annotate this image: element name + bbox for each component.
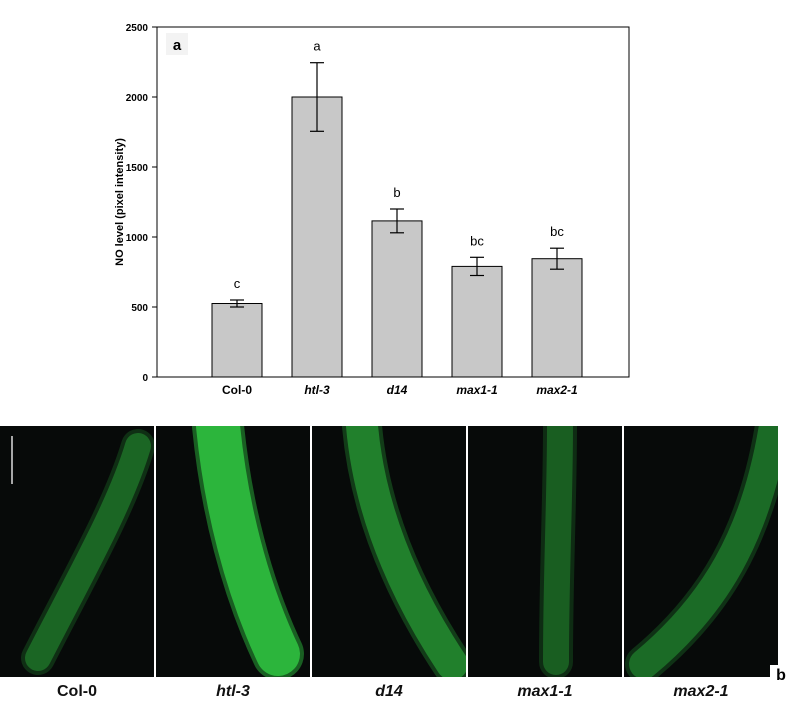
y-tick-label: 2000 <box>126 93 149 104</box>
significance-letter: bc <box>550 224 564 239</box>
fluorescence-image-panels <box>0 426 800 677</box>
image-panel-d14 <box>312 426 466 677</box>
bar-chart: a NO level (pixel intensity) 0 500 1000 150… <box>114 23 630 397</box>
significance-letter: a <box>313 39 321 54</box>
root <box>25 433 151 671</box>
error-bar-Col-0 <box>230 299 244 308</box>
bar-d14 <box>371 220 423 378</box>
y-tick-label: 0 <box>142 373 148 384</box>
x-axis-tick-labels: Col-0 htl-3 d14 max1-1 max2-1 <box>222 383 578 397</box>
error-bar-htl-3 <box>310 62 324 132</box>
panel-letter-b: b <box>770 665 792 687</box>
bar-max2-1 <box>531 258 583 378</box>
y-axis-ticks: 0 500 1000 1500 2000 2500 <box>126 23 157 384</box>
significance-letter: c <box>234 276 241 291</box>
root <box>629 426 778 677</box>
x-tick-label: htl-3 <box>304 383 330 397</box>
image-panel-label: Col-0 <box>57 683 97 700</box>
y-tick-label: 2500 <box>126 23 149 34</box>
y-axis-label: NO level (pixel intensity) <box>114 138 126 266</box>
image-panel-label: htl-3 <box>216 683 250 700</box>
significance-letter: b <box>393 185 400 200</box>
significance-letter: bc <box>470 233 484 248</box>
root <box>346 426 466 677</box>
bars: c a b bc bc <box>211 39 583 378</box>
image-panel-label: d14 <box>375 683 403 700</box>
error-bar-max1-1 <box>470 256 484 277</box>
x-tick-label: max2-1 <box>536 383 578 397</box>
bar-Col-0 <box>211 303 263 378</box>
image-panel-Col-0 <box>0 426 154 677</box>
root <box>543 426 573 675</box>
image-panel-htl-3 <box>156 426 310 677</box>
bar-max1-1 <box>451 265 503 378</box>
bar-htl-3 <box>291 96 343 378</box>
panel-letter-a: a <box>173 37 182 54</box>
root-glow <box>21 429 154 675</box>
root-glow <box>625 426 778 677</box>
root <box>196 426 300 676</box>
y-tick-label: 1000 <box>126 233 149 244</box>
image-panel-label: max1-1 <box>517 683 573 700</box>
x-tick-label: max1-1 <box>456 383 498 397</box>
panel-letter-box <box>166 33 188 55</box>
x-tick-label: Col-0 <box>222 383 252 397</box>
image-panel-label: max2-1 <box>673 683 729 700</box>
y-tick-label: 1500 <box>126 163 149 174</box>
error-bar-d14 <box>390 208 404 234</box>
error-bar-max2-1 <box>550 247 564 270</box>
x-tick-label: d14 <box>387 383 408 397</box>
image-panel-max2-1 <box>624 426 778 677</box>
root-glow <box>539 426 577 677</box>
image-panel-max1-1 <box>468 426 622 677</box>
y-tick-label: 500 <box>131 303 148 314</box>
